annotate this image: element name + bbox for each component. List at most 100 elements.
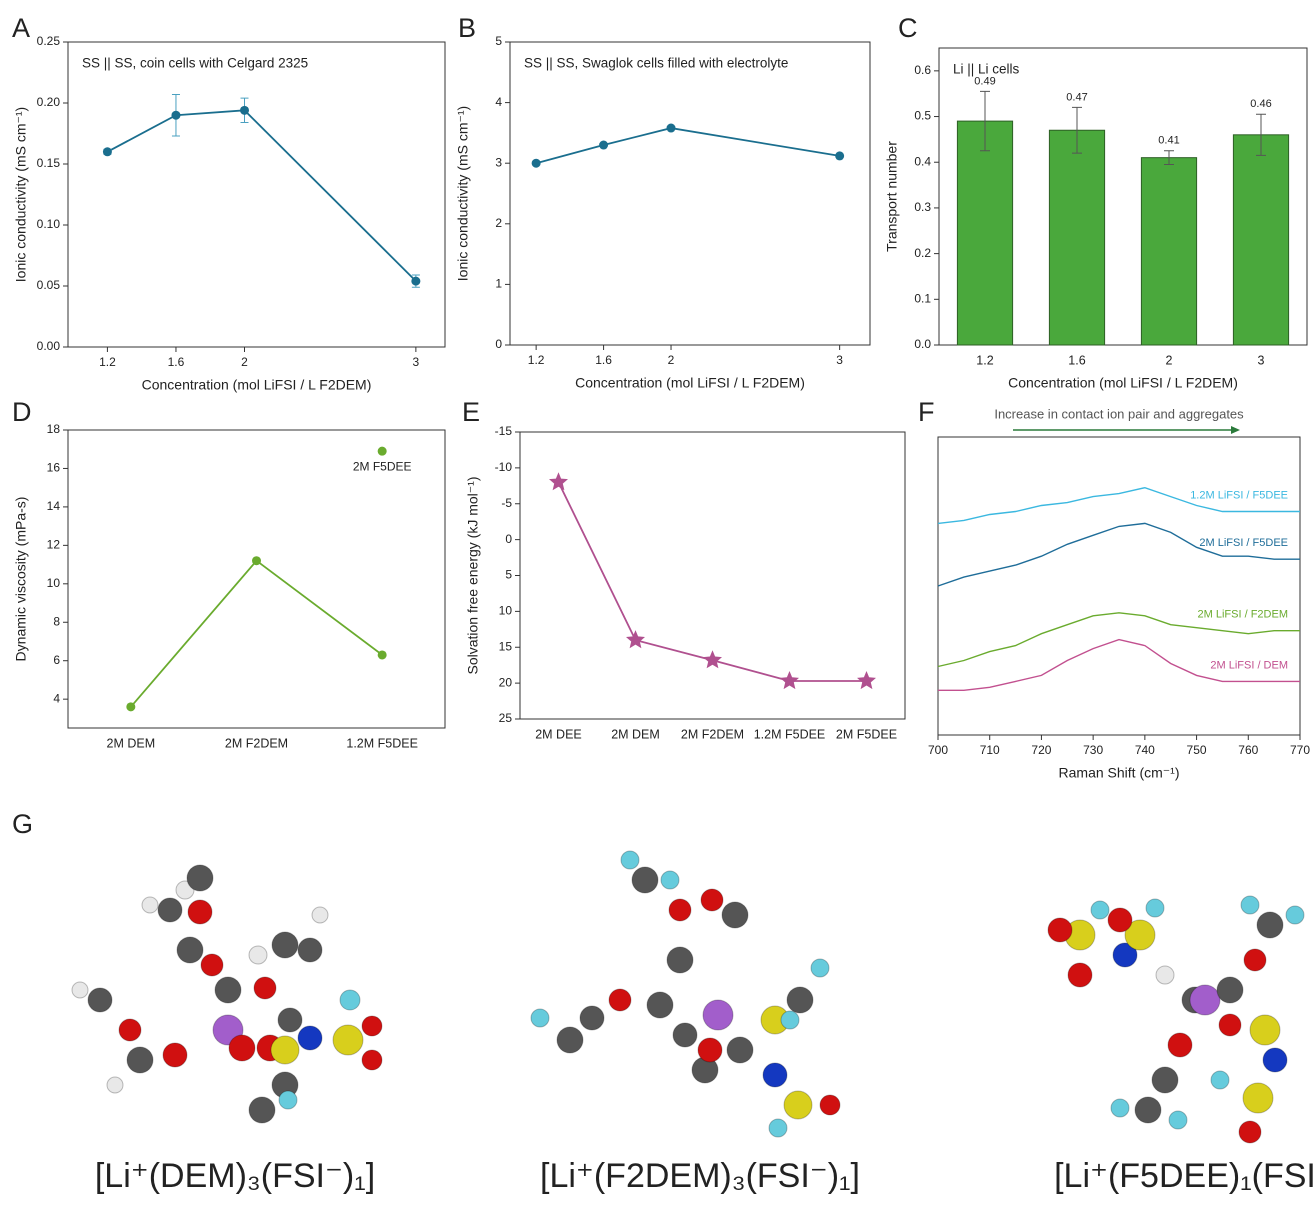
atom <box>158 898 182 922</box>
y-tick-label: 20 <box>499 675 513 689</box>
y-tick-label: 0.5 <box>914 109 931 123</box>
annotation: SS || SS, Swaglok cells filled with elec… <box>524 56 788 71</box>
y-tick-label: -10 <box>495 460 513 474</box>
marker <box>411 277 420 286</box>
marker <box>532 159 541 168</box>
atom <box>1146 899 1164 917</box>
atom <box>701 889 723 911</box>
atom <box>1048 918 1072 942</box>
atom <box>177 937 203 963</box>
atom <box>1243 1083 1273 1113</box>
atom <box>72 982 88 998</box>
value-label: 0.46 <box>1250 98 1271 110</box>
atom <box>362 1016 382 1036</box>
plot-frame <box>520 432 905 719</box>
atom <box>787 987 813 1013</box>
annotation: Li || Li cells <box>953 62 1020 77</box>
y-tick-label: 0.00 <box>37 339 61 353</box>
y-tick-label: 8 <box>53 614 60 628</box>
x-tick-label: 760 <box>1238 743 1258 757</box>
x-tick-label: 2M DEM <box>107 736 156 750</box>
x-axis-label: Concentration (mol LiFSI / L F2DEM) <box>1008 375 1238 391</box>
atom <box>698 1038 722 1062</box>
atom <box>1068 963 1092 987</box>
atom <box>722 902 748 928</box>
y-tick-label: 18 <box>47 422 61 436</box>
atom <box>188 900 212 924</box>
marker <box>378 650 387 659</box>
atom <box>1091 901 1109 919</box>
atom <box>127 1047 153 1073</box>
point-label: 2M F5DEE <box>353 459 412 473</box>
x-tick-label: 1.6 <box>595 353 612 367</box>
x-tick-label: 3 <box>836 353 843 367</box>
atom <box>88 988 112 1012</box>
x-axis-label: Raman Shift (cm⁻¹) <box>1059 765 1180 781</box>
bar <box>1233 135 1288 345</box>
marker <box>857 671 876 689</box>
y-axis-label: Ionic conductivity (mS cm⁻¹) <box>455 106 471 281</box>
y-tick-label: 4 <box>53 691 60 705</box>
atom <box>298 1026 322 1050</box>
atom <box>298 938 322 962</box>
value-label: 0.41 <box>1158 135 1179 147</box>
y-tick-label: 12 <box>47 538 61 552</box>
marker <box>171 111 180 120</box>
atom <box>1286 906 1304 924</box>
atom <box>333 1025 363 1055</box>
y-tick-label: 0.6 <box>914 63 931 77</box>
atom <box>811 959 829 977</box>
atom <box>201 954 223 976</box>
x-axis-label: Concentration (mol LiFSI / L F2DEM) <box>142 377 372 393</box>
atom <box>1108 908 1132 932</box>
atom <box>580 1006 604 1030</box>
y-tick-label: 5 <box>505 568 512 582</box>
atom <box>784 1091 812 1119</box>
atom <box>229 1035 255 1061</box>
y-tick-label: 6 <box>53 653 60 667</box>
y-tick-label: 0.15 <box>37 156 61 170</box>
y-tick-label: 0.3 <box>914 200 931 214</box>
x-tick-label: 3 <box>1258 353 1265 367</box>
annotation: SS || SS, coin cells with Celgard 2325 <box>82 56 308 71</box>
atom <box>1135 1097 1161 1123</box>
atom <box>1244 949 1266 971</box>
x-tick-label: 740 <box>1135 743 1155 757</box>
y-tick-label: 0.2 <box>914 246 931 260</box>
y-tick-label: 4 <box>495 95 502 109</box>
marker <box>780 671 799 689</box>
y-tick-label: 1 <box>495 277 502 291</box>
y-tick-label: 15 <box>499 639 513 653</box>
atom <box>278 1008 302 1032</box>
y-tick-label: 0.4 <box>914 154 931 168</box>
atom <box>1168 1033 1192 1057</box>
structure-label: [Li⁺(F5DEE)₁(FSI <box>1054 1157 1313 1195</box>
atom <box>673 1023 697 1047</box>
atom <box>632 867 658 893</box>
x-tick-label: 1.2 <box>528 353 545 367</box>
line <box>131 561 382 707</box>
atom <box>249 946 267 964</box>
marker <box>667 124 676 133</box>
atom <box>1257 912 1283 938</box>
panel-label: B <box>458 13 476 43</box>
y-tick-label: 5 <box>495 34 502 48</box>
atom <box>1217 977 1243 1003</box>
marker <box>835 151 844 160</box>
atom <box>763 1063 787 1087</box>
atom <box>215 977 241 1003</box>
marker <box>703 650 722 668</box>
line <box>536 128 840 163</box>
atom <box>1263 1048 1287 1072</box>
atom <box>107 1077 123 1093</box>
x-tick-label: 1.2 <box>976 353 993 367</box>
y-tick-label: 0.1 <box>914 291 931 305</box>
atom <box>667 947 693 973</box>
y-tick-label: 0.25 <box>37 34 61 48</box>
line <box>107 110 416 281</box>
atom <box>254 977 276 999</box>
marker <box>599 141 608 150</box>
x-tick-label: 3 <box>413 355 420 369</box>
x-tick-label: 2M DEM <box>611 727 660 741</box>
atom <box>187 865 213 891</box>
